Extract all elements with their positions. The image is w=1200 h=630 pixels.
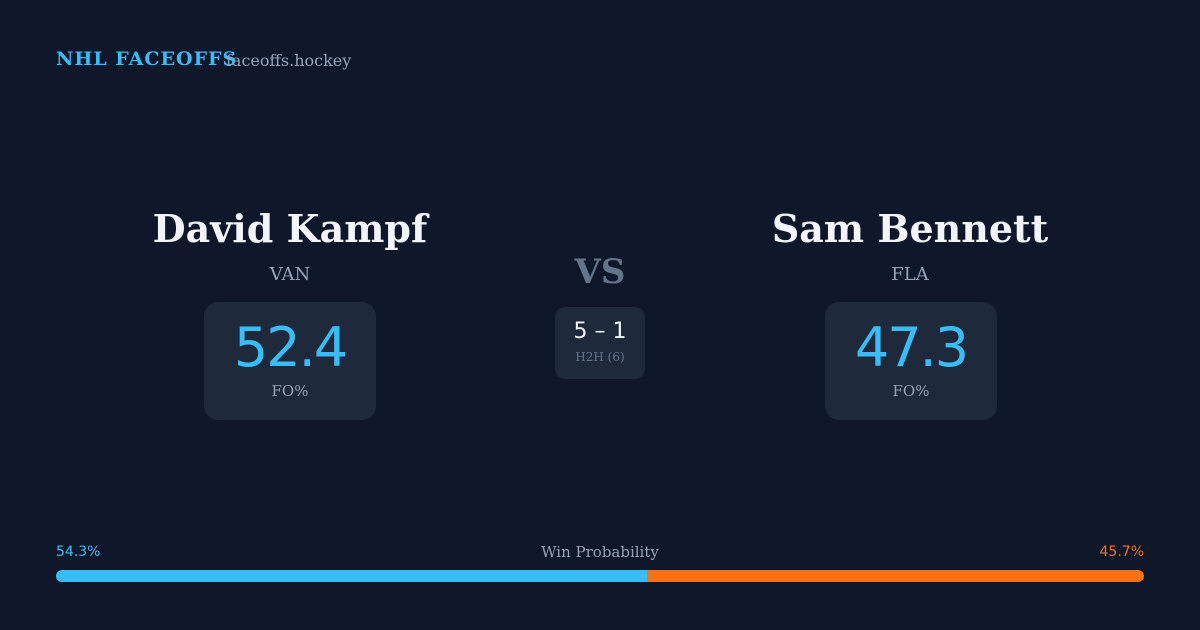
win-prob-segment bbox=[646, 570, 1144, 582]
fo-pct: 47.3 bbox=[854, 316, 969, 379]
fo-pct: 52.4 bbox=[233, 316, 348, 379]
player-team: VAN bbox=[269, 264, 311, 285]
win-prob-bar bbox=[56, 570, 1144, 582]
fo-box: 47.3 FO% bbox=[825, 302, 997, 420]
versus: VS bbox=[574, 252, 626, 292]
win-prob-right: 45.7% bbox=[1099, 544, 1144, 560]
win-prob-left: 54.3% bbox=[56, 544, 101, 560]
site: faceoffs.hockey bbox=[226, 51, 352, 70]
h2h-box: 5 – 1 H2H (6) bbox=[555, 307, 645, 379]
player-name: David Kampf bbox=[152, 206, 428, 251]
brand: NHL FACEOFFS bbox=[56, 48, 238, 70]
fo-label: FO% bbox=[892, 382, 930, 400]
win-prob-segment bbox=[56, 570, 647, 582]
h2h-score: 5 – 1 bbox=[573, 319, 627, 344]
player-name: Sam Bennett bbox=[771, 206, 1049, 251]
win-prob-title: Win Probability bbox=[541, 543, 659, 561]
player-team: FLA bbox=[891, 264, 929, 285]
fo-box: 52.4 FO% bbox=[204, 302, 376, 420]
fo-label: FO% bbox=[271, 382, 309, 400]
h2h-label: H2H (6) bbox=[575, 350, 625, 364]
